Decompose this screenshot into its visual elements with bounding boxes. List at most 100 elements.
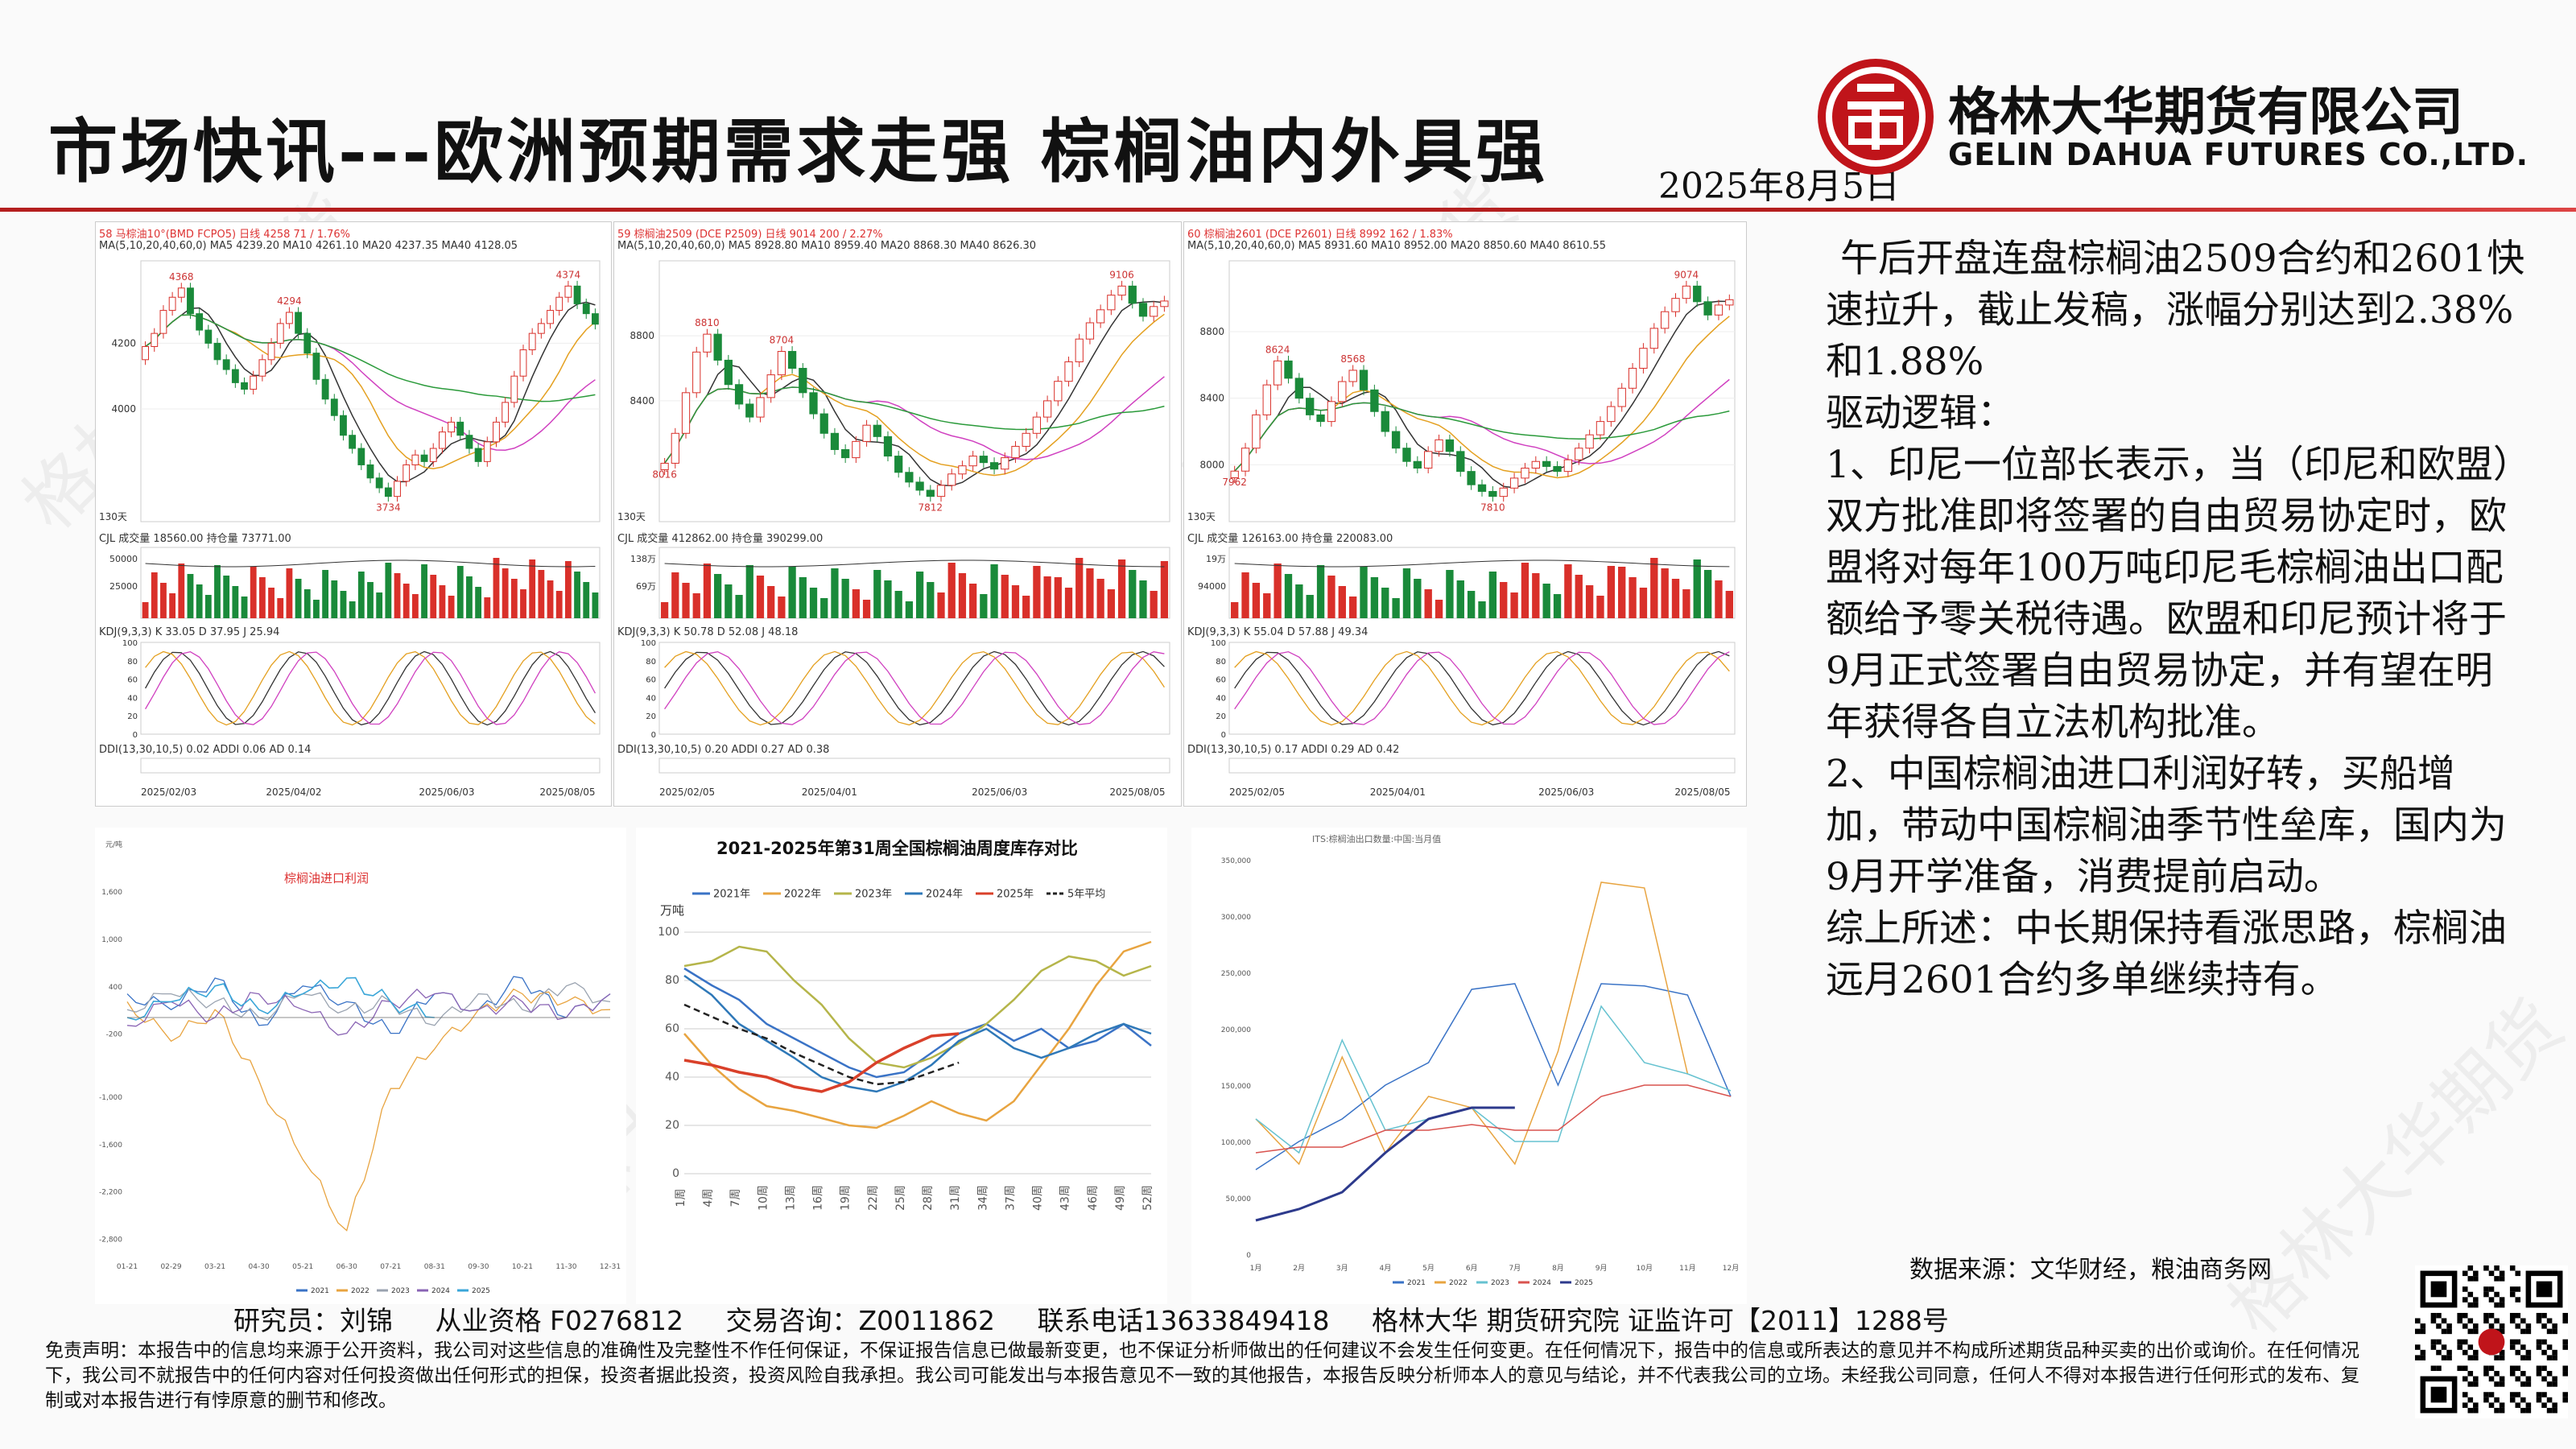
price-annotation: 8810 <box>695 317 720 328</box>
qr-module <box>2515 1365 2521 1372</box>
volume-bar <box>277 598 284 618</box>
volume-bar <box>520 589 526 618</box>
candle-body <box>177 287 185 298</box>
qr-module <box>2552 1402 2557 1408</box>
candle-body <box>241 382 248 390</box>
candle-body <box>204 329 213 344</box>
x-tick-label: 31周 <box>949 1185 962 1211</box>
qr-module <box>2473 1297 2479 1302</box>
candle-body <box>303 332 312 354</box>
qr-module <box>2525 1328 2532 1335</box>
candle-body <box>1085 322 1095 340</box>
qr-module <box>2494 1407 2500 1414</box>
volume-header: CJL 成交量 18560.00 持仓量 73771.00 <box>99 533 291 545</box>
qr-module <box>2473 1276 2479 1282</box>
y-tick-label: 1,600 <box>101 889 122 897</box>
candle-body <box>1273 360 1282 386</box>
volume-bar <box>547 580 554 618</box>
volume-bar <box>714 574 722 618</box>
candle-body <box>1563 459 1573 473</box>
price-annotation: 8624 <box>1265 344 1290 355</box>
qr-module <box>2546 1381 2553 1387</box>
volume-header: CJL 成交量 126163.00 持仓量 220083.00 <box>1187 533 1393 545</box>
candle-body <box>1660 311 1670 329</box>
volume-tick-label: 69万 <box>636 581 656 592</box>
export-chart: 350,000 300,000 250,000 200,000 150,000 100,0… <box>1221 857 1739 1287</box>
kline-chart: 4200 4000 4368 4294 4374 3734 130天 50000 25000 10… <box>99 260 601 798</box>
volume-bar <box>1316 565 1325 618</box>
x-tick-label: 1周 <box>675 1189 687 1208</box>
qr-logo-dot <box>2478 1328 2505 1356</box>
open-interest-line <box>1234 559 1730 568</box>
candle-body <box>420 454 428 462</box>
qr-module <box>2462 1349 2468 1356</box>
candle-body <box>465 435 473 449</box>
candle-body <box>592 313 599 325</box>
volume-bar <box>788 567 796 618</box>
candle-body <box>493 421 500 443</box>
volume-bar <box>475 587 482 618</box>
x-tick-label: 43周 <box>1059 1185 1072 1211</box>
x-tick-label: 1月 <box>1250 1264 1262 1273</box>
candle-body <box>1607 406 1616 423</box>
volume-bar <box>349 601 356 618</box>
volume-bar <box>778 597 786 618</box>
candle-body <box>1703 301 1712 316</box>
open-interest-line <box>145 559 596 568</box>
volume-bar <box>1117 559 1126 618</box>
price-annotation: 8568 <box>1340 353 1365 365</box>
qr-module <box>2536 1397 2542 1403</box>
qr-module <box>2420 1328 2426 1335</box>
candle-body <box>1022 432 1030 447</box>
candle-body <box>168 296 176 312</box>
volume-bar <box>894 591 902 618</box>
series-line <box>683 974 1152 1093</box>
legend-label: 2023 <box>1491 1279 1509 1287</box>
qr-module <box>2415 1318 2421 1324</box>
qr-module <box>2520 1407 2526 1414</box>
qr-module <box>2415 1355 2421 1360</box>
series-line <box>1255 1084 1732 1154</box>
analysis-text: 午后开盘连盘棕榈油2509合约和2601快速拉升，截止发稿，涨幅分别达到2.38… <box>1826 233 2526 1006</box>
qr-module <box>2541 1323 2547 1329</box>
qr-module <box>2441 1344 2447 1350</box>
qr-module <box>2515 1402 2521 1408</box>
kdj-tick-label: 20 <box>1216 712 1226 721</box>
qr-module <box>2536 1371 2542 1377</box>
y-tick-label: 200,000 <box>1221 1026 1251 1034</box>
volume-bar <box>1338 586 1346 618</box>
candle-body <box>1477 484 1487 492</box>
volume-bar <box>1424 589 1432 618</box>
qr-module <box>2430 1365 2437 1372</box>
volume-bar <box>331 580 338 618</box>
volume-bar <box>160 583 167 618</box>
qr-module <box>2494 1355 2500 1360</box>
qr-module <box>2457 1318 2462 1324</box>
volume-bar <box>1306 595 1314 618</box>
candle-body <box>366 464 374 479</box>
volume-bar <box>1618 567 1626 618</box>
volume-bar <box>583 582 590 618</box>
qr-module <box>2525 1407 2532 1414</box>
volume-bar <box>394 573 401 618</box>
phone: 联系电话13633849418 <box>1037 1305 1330 1336</box>
volume-bar <box>809 588 818 618</box>
volume-bar <box>1284 574 1293 618</box>
candle-body <box>1327 401 1336 423</box>
volume-bar <box>927 582 935 618</box>
qr-module <box>2473 1323 2479 1329</box>
qr-module <box>2515 1270 2521 1277</box>
x-tick-label: 10周 <box>757 1185 770 1211</box>
volume-bar <box>745 565 753 618</box>
qr-module <box>2494 1397 2500 1403</box>
volume-bar <box>735 595 743 618</box>
y-tick-label: -1,600 <box>99 1141 122 1150</box>
qr-module <box>2509 1318 2516 1324</box>
candle-body <box>295 312 302 334</box>
qr-module <box>2536 1392 2542 1397</box>
license-number: 从业资格 F0276812 <box>435 1305 683 1336</box>
legend-label: 2023 <box>391 1287 410 1295</box>
qr-module <box>2536 1365 2542 1372</box>
volume-bar <box>852 589 860 618</box>
kline-panel-p2601: 8800 8400 8000 8624 8568 9074 7962 7810 130天 19万 9… <box>1183 221 1747 807</box>
